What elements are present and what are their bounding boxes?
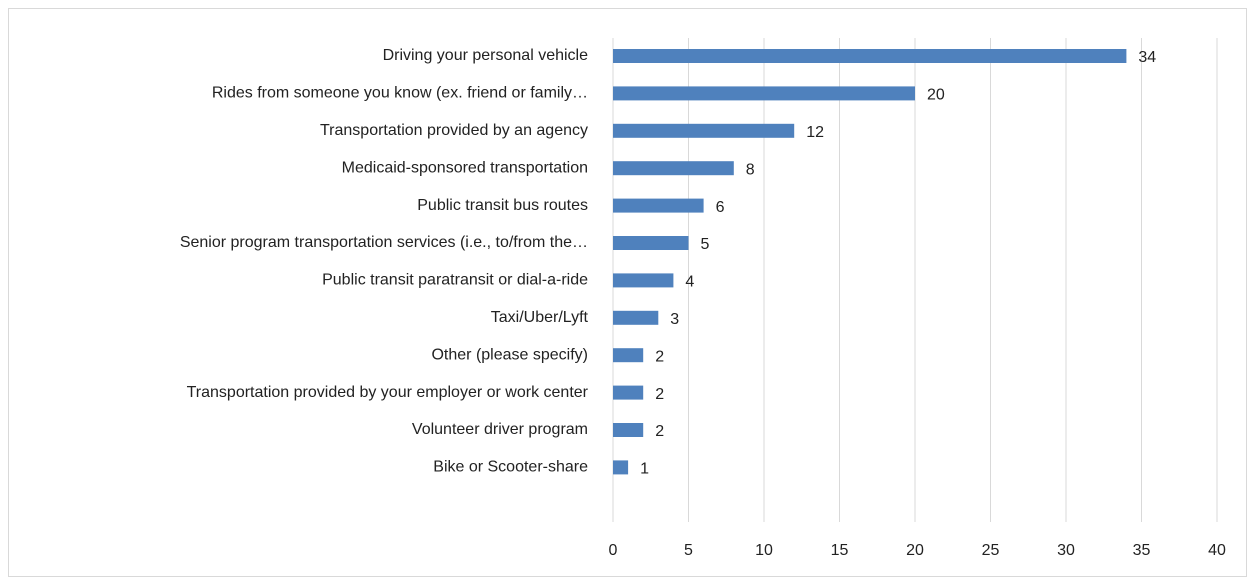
bar	[613, 198, 704, 213]
x-tick-label: 5	[684, 542, 693, 559]
y-tick-label: Rides from someone you know (ex. friend …	[212, 85, 588, 102]
data-label: 6	[716, 199, 725, 216]
x-tick-label: 15	[831, 542, 849, 559]
data-label: 2	[655, 386, 664, 403]
bar	[613, 273, 674, 288]
y-tick-label: Public transit paratransit or dial-a-rid…	[322, 272, 588, 289]
data-label: 20	[927, 87, 945, 104]
data-label: 34	[1138, 49, 1156, 66]
bar	[613, 460, 629, 475]
x-tick-label: 35	[1133, 542, 1151, 559]
data-label: 2	[655, 423, 664, 440]
y-tick-label: Volunteer driver program	[412, 421, 588, 438]
y-tick-label: Senior program transportation services (…	[180, 234, 588, 251]
data-label: 4	[685, 274, 694, 291]
y-tick-label: Transportation provided by an agency	[320, 122, 588, 139]
data-label: 5	[701, 236, 710, 253]
bar	[613, 423, 644, 437]
data-label: 1	[640, 461, 649, 478]
y-tick-label: Medicaid-sponsored transportation	[342, 159, 588, 176]
data-label: 8	[746, 161, 755, 178]
y-tick-label: Public transit bus routes	[417, 197, 588, 214]
bar	[613, 123, 795, 138]
bar	[613, 86, 915, 101]
x-tick-label: 20	[906, 542, 924, 559]
data-label: 3	[670, 311, 679, 328]
x-tick-label: 40	[1208, 542, 1226, 559]
y-tick-label: Other (please specify)	[431, 346, 588, 363]
bar	[613, 236, 689, 250]
x-tick-label: 25	[982, 542, 1000, 559]
bar	[613, 49, 1127, 63]
y-tick-label: Driving your personal vehicle	[383, 47, 589, 64]
y-tick-label: Transportation provided by your employer…	[187, 384, 589, 401]
y-tick-label: Taxi/Uber/Lyft	[491, 309, 589, 326]
data-label: 2	[655, 348, 664, 365]
x-tick-label: 10	[755, 542, 773, 559]
bar	[613, 310, 659, 325]
x-tick-label: 30	[1057, 542, 1075, 559]
bar	[613, 348, 644, 363]
bar	[613, 385, 644, 400]
bar	[613, 161, 734, 176]
y-tick-label: Bike or Scooter-share	[433, 459, 588, 476]
chart-border	[8, 8, 1247, 577]
data-label: 12	[806, 124, 824, 141]
x-tick-label: 0	[609, 542, 618, 559]
